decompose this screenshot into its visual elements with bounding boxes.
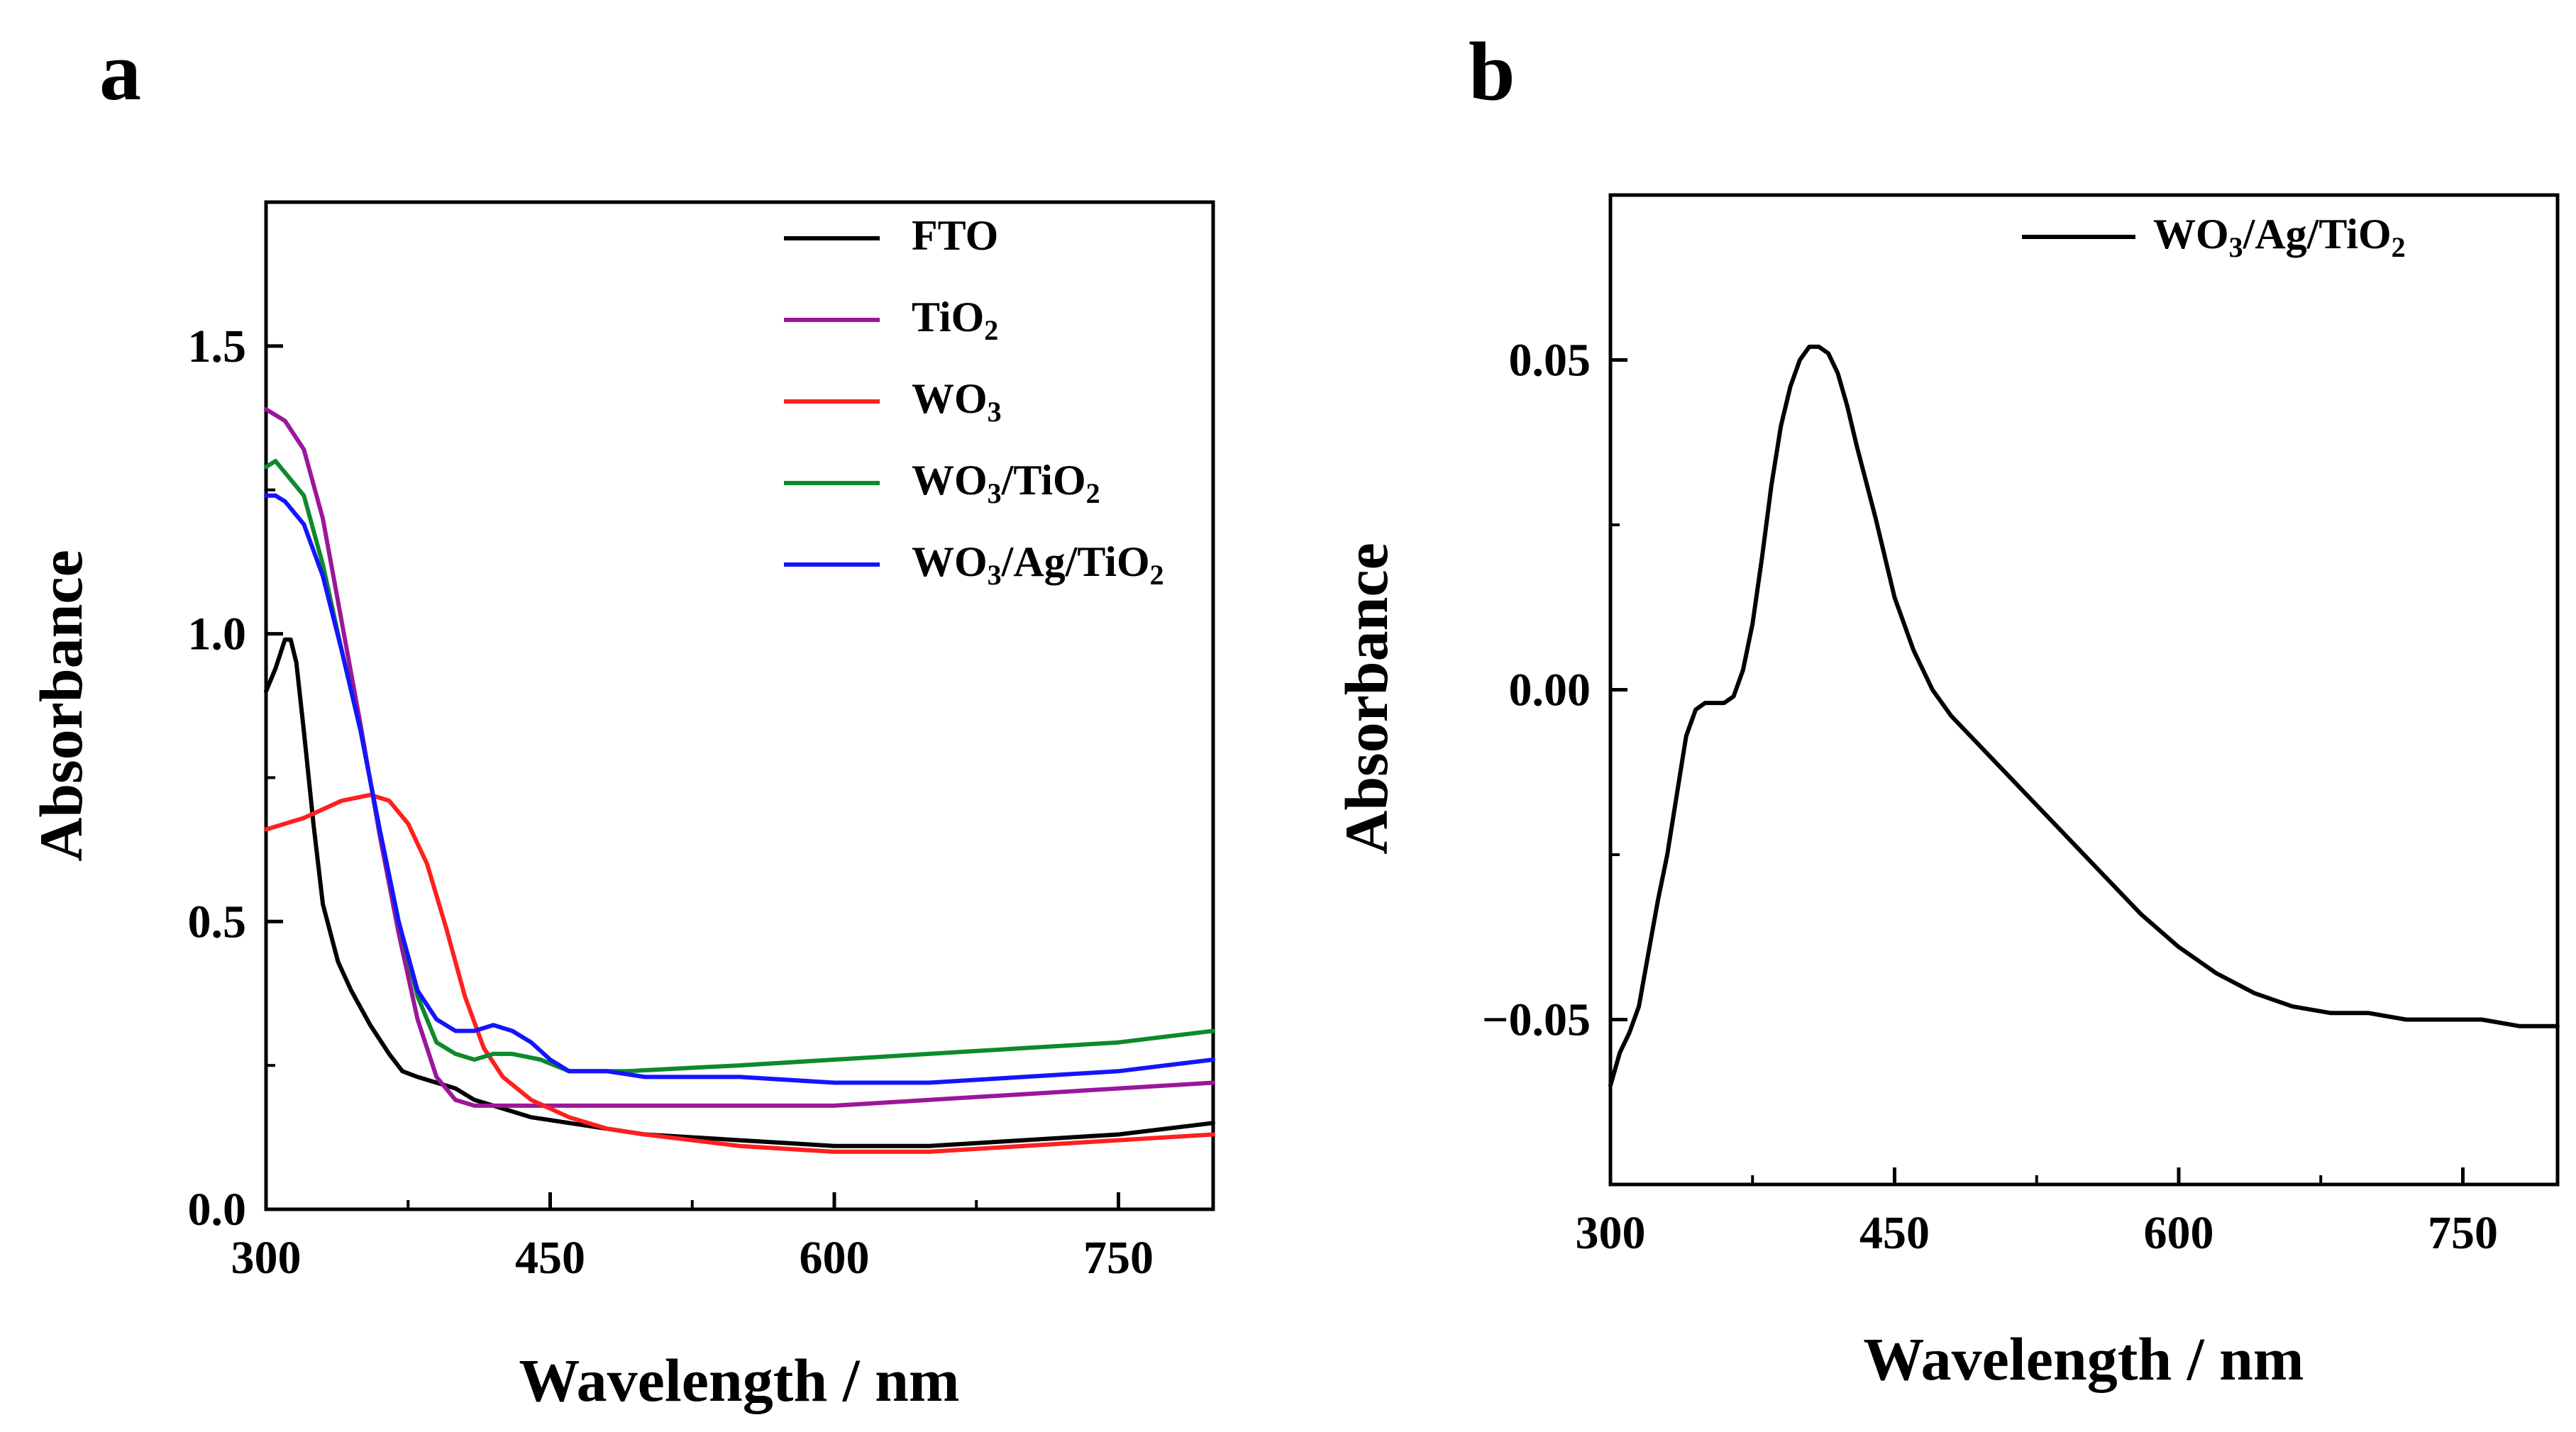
legend-a: FTO TiO2 WO3 WO3/TiO2 WO3/Ag/TiO2 <box>784 212 1164 591</box>
y-tick-label: 1.5 <box>188 321 247 372</box>
series-line-b-0 <box>1608 344 2560 1088</box>
axes-frame-b <box>1608 193 2560 1187</box>
y-axis-title-b: Absorbance <box>1332 543 1400 855</box>
y-tick-label: 0.00 <box>1509 665 1591 716</box>
x-tick-label: 450 <box>515 1232 585 1284</box>
x-tick-label: 750 <box>2428 1207 2498 1259</box>
x-tick-label: 600 <box>800 1232 870 1284</box>
panel-label-a: a <box>99 25 141 118</box>
legend-label-a-1: TiO2 <box>912 294 998 346</box>
y-tick-label: 0.0 <box>188 1184 247 1236</box>
legend-label-a-4: WO3/Ag/TiO2 <box>912 538 1164 591</box>
legend-label-a-2: WO3 <box>912 375 1002 428</box>
legend-label-a-0: FTO <box>912 212 998 259</box>
plot-area-a: 300 450 600 750 0.0 0.5 1.0 1.5 FTO TiO2 WO3 WO3/… <box>188 200 1215 1284</box>
series-line-a-1 <box>264 407 1215 1108</box>
x-tick-label: 450 <box>1859 1207 1930 1259</box>
x-tick-label: 300 <box>1576 1207 1646 1259</box>
y-tick-label: 0.05 <box>1509 335 1591 387</box>
panel-label-b: b <box>1469 25 1515 118</box>
x-axis-title-a: Wavelength / nm <box>519 1346 959 1414</box>
panel-b: b 300 450 600 750 −0.05 0.00 0.05 WO3/Ag/TiO2… <box>1332 25 2560 1393</box>
y-ticks-b: −0.05 0.00 0.05 <box>1482 335 1627 1046</box>
x-tick-label: 600 <box>2144 1207 2214 1259</box>
x-ticks-a: 300 450 600 750 <box>231 1192 1154 1284</box>
series-line-a-0 <box>264 637 1215 1148</box>
legend-label-b-0: WO3/Ag/TiO2 <box>2153 211 2406 263</box>
legend-b: WO3/Ag/TiO2 <box>2022 211 2406 263</box>
series-line-a-3 <box>264 459 1215 1074</box>
series-line-a-2 <box>264 792 1215 1154</box>
x-ticks-b: 300 450 600 750 <box>1576 1167 2498 1259</box>
legend-label-a-3: WO3/TiO2 <box>912 457 1100 509</box>
y-tick-label: −0.05 <box>1482 994 1591 1046</box>
x-axis-title-b: Wavelength / nm <box>1863 1325 2304 1393</box>
y-ticks-a: 0.0 0.5 1.0 1.5 <box>188 321 283 1236</box>
y-axis-title-a: Absorbance <box>27 550 95 862</box>
y-tick-label: 0.5 <box>188 896 247 948</box>
series-line-a-4 <box>264 493 1215 1085</box>
axes-frame-a <box>264 200 1215 1211</box>
panel-a: a 300 450 600 750 0.0 0.5 1.0 1.5 FTO TiO2 WO3 WO… <box>27 25 1215 1414</box>
y-tick-label: 1.0 <box>188 609 247 660</box>
series-group-a <box>264 407 1215 1154</box>
plot-area-b: 300 450 600 750 −0.05 0.00 0.05 WO3/Ag/TiO2 <box>1482 193 2560 1259</box>
series-group-b <box>1608 344 2560 1088</box>
x-tick-label: 750 <box>1083 1232 1154 1284</box>
x-tick-label: 300 <box>231 1232 302 1284</box>
